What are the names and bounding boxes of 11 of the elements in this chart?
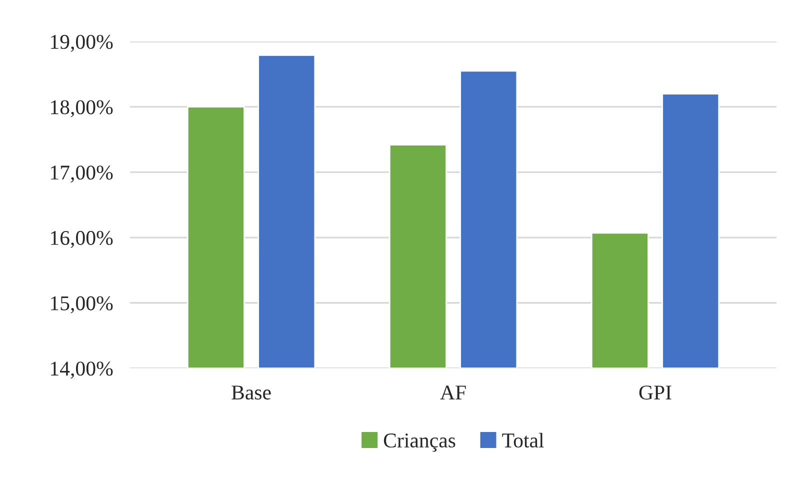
x-tick-label: Base (232, 386, 271, 400)
y-tick-label: 14,00% (51, 362, 113, 379)
y-tick-label: 15,00% (51, 296, 113, 314)
y-tick-label: 16,00% (51, 230, 113, 248)
x-tick-label: AF (440, 386, 466, 400)
y-tick-label: 18,00% (51, 100, 113, 118)
legend-label: Total (502, 432, 544, 448)
legend-label: Crianças (384, 434, 456, 452)
y-tick-label: 19,00% (51, 34, 113, 52)
y-tick-label: 17,00% (51, 166, 113, 183)
x-tick-label: GPI (639, 386, 672, 400)
